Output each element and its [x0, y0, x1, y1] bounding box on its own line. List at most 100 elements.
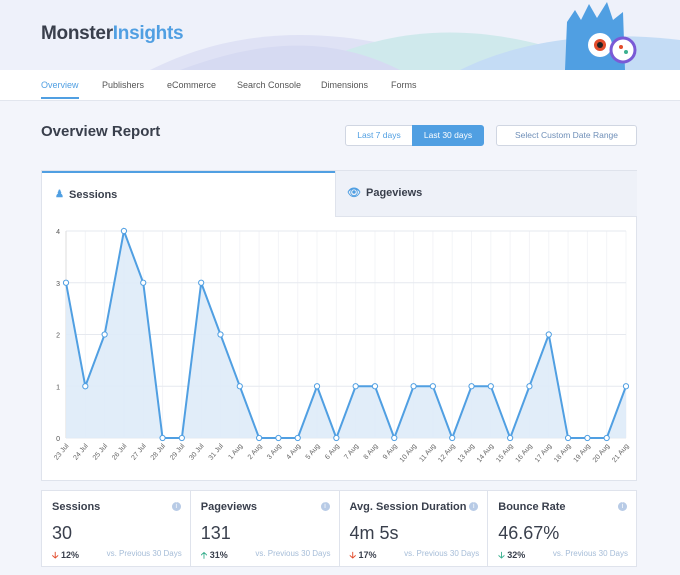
x-tick-label: 8 Aug: [363, 443, 380, 461]
metric-card-sessions: Sessions i 30 🡣 12% vs. Previous 30 Days: [42, 491, 191, 566]
x-tick-label: 6 Aug: [324, 443, 341, 461]
metric-change: 🡣 17%: [349, 550, 377, 560]
tab-sessions[interactable]: ♟ Sessions: [42, 171, 335, 217]
x-tick-label: 5 Aug: [305, 443, 322, 461]
data-point: [101, 331, 108, 338]
x-tick-label: 24 Jul: [72, 442, 90, 461]
user-icon: ♟: [55, 189, 64, 200]
arrow-down-icon: 🡣: [349, 550, 356, 560]
chart-panel: ♟ Sessions 👁 Pageviews 0 1 2 3 4 23 Jul 24 Jul…: [41, 170, 637, 481]
nav-overview[interactable]: Overview: [41, 80, 79, 99]
header: MonsterInsights: [0, 0, 680, 70]
x-tick-label: 27 Jul: [130, 442, 148, 461]
x-tick-label: 31 Jul: [208, 442, 226, 461]
data-point: [352, 383, 359, 390]
metric-card-avg-session-duration: Avg. Session Duration i 4m 5s 🡣 17% vs. P…: [340, 491, 489, 566]
metric-compare: vs. Previous 30 Days: [255, 549, 331, 558]
x-tick-label: 7 Aug: [343, 443, 360, 461]
data-point: [82, 383, 89, 390]
nav-publishers[interactable]: Publishers: [102, 80, 145, 90]
data-point: [62, 279, 70, 286]
nav-dimensions[interactable]: Dimensions: [321, 80, 369, 90]
x-tick-label: 23 Jul: [53, 442, 71, 461]
info-icon[interactable]: i: [171, 502, 181, 511]
last-7-days-button[interactable]: Last 7 days: [345, 125, 413, 146]
data-point: [140, 279, 147, 286]
x-tick-label: 2 Aug: [247, 443, 264, 461]
data-point: [391, 434, 398, 442]
arrow-down-icon: 🡣: [52, 550, 59, 560]
metric-label: Bounce Rate: [498, 501, 566, 513]
data-point: [526, 383, 533, 390]
metric-compare: vs. Previous 30 Days: [404, 549, 480, 558]
data-point: [584, 434, 591, 442]
x-tick-label: 28 Jul: [150, 442, 168, 461]
x-tick-label: 13 Aug: [457, 443, 476, 464]
custom-date-range-button[interactable]: Select Custom Date Range: [496, 125, 637, 146]
data-point: [256, 434, 263, 442]
page-title: Overview Report: [41, 123, 161, 140]
nav-ecommerce[interactable]: eCommerce: [167, 80, 217, 90]
tab-pageviews[interactable]: 👁 Pageviews: [335, 171, 637, 217]
data-point: [487, 383, 494, 390]
data-point: [429, 383, 436, 390]
data-point: [545, 331, 552, 338]
x-tick-label: 14 Aug: [476, 443, 495, 464]
data-point: [159, 434, 166, 442]
metric-label: Avg. Session Duration: [349, 501, 467, 513]
data-point: [564, 434, 572, 442]
nav-forms[interactable]: Forms: [391, 80, 417, 90]
data-point: [178, 434, 185, 442]
tab-sessions-label: Sessions: [69, 189, 118, 201]
y-tick-label: 3: [56, 281, 60, 288]
info-icon[interactable]: i: [469, 502, 479, 511]
data-point: [603, 434, 610, 442]
arrow-up-icon: 🡡: [200, 550, 208, 560]
data-point: [507, 434, 514, 442]
sessions-line: [65, 227, 627, 441]
metric-value: 131: [200, 523, 231, 543]
tab-pageviews-label: Pageviews: [366, 187, 423, 199]
y-tick-label: 1: [56, 384, 60, 391]
metric-compare: vs. Previous 30 Days: [552, 549, 628, 558]
monsterinsights-logo: MonsterInsights: [41, 23, 184, 44]
monster-mascot-icon: [565, 2, 637, 70]
last-30-days-button[interactable]: Last 30 days: [412, 125, 484, 146]
sessions-line-chart: 0 1 2 3 4 23 Jul 24 Jul 25 Jul 26 Jul 27 Jul 28 Ju…: [53, 227, 631, 464]
data-point: [468, 383, 475, 390]
data-point: [236, 383, 243, 390]
data-point: [275, 434, 282, 442]
metric-card-pageviews: Pageviews i 131 🡡 31% vs. Previous 30 Day…: [191, 491, 340, 566]
data-point: [622, 383, 630, 390]
info-icon[interactable]: i: [618, 502, 627, 511]
data-point: [198, 279, 205, 286]
metric-card-bounce-rate: Bounce Rate i 46.67% 🡣 32% vs. Previous 3…: [488, 491, 636, 566]
info-icon[interactable]: i: [320, 502, 330, 511]
data-point: [371, 383, 379, 390]
metric-label: Pageviews: [200, 501, 258, 513]
metric-change: 🡣 12%: [52, 550, 79, 560]
data-point: [120, 227, 128, 235]
top-nav: Overview Publishers eCommerce Search Con…: [0, 70, 680, 101]
x-tick-label: 18 Aug: [553, 443, 572, 464]
x-tick-label: 30 Jul: [188, 442, 206, 461]
y-tick-label: 2: [56, 333, 60, 340]
metric-change: 🡣 32%: [498, 550, 526, 560]
metric-compare: vs. Previous 30 Days: [106, 549, 182, 558]
x-tick-label: 16 Aug: [515, 443, 534, 464]
data-point: [449, 434, 456, 442]
metric-value: 46.67%: [498, 523, 560, 543]
x-tick-label: 15 Aug: [495, 443, 514, 464]
x-tick-label: 25 Jul: [92, 442, 110, 461]
x-tick-label: 1 Aug: [227, 443, 244, 461]
x-tick-label: 9 Aug: [382, 443, 399, 461]
x-tick-label: 19 Aug: [573, 443, 592, 464]
nav-search-console[interactable]: Search Console: [237, 80, 302, 90]
x-tick-label: 11 Aug: [418, 443, 437, 464]
x-tick-label: 20 Aug: [592, 443, 611, 464]
metric-value: 4m 5s: [349, 523, 399, 543]
x-tick-label: 12 Aug: [437, 443, 456, 464]
x-tick-label: 29 Jul: [169, 442, 187, 461]
eye-icon: 👁: [347, 187, 361, 199]
arrow-down-icon: 🡣: [498, 550, 505, 560]
